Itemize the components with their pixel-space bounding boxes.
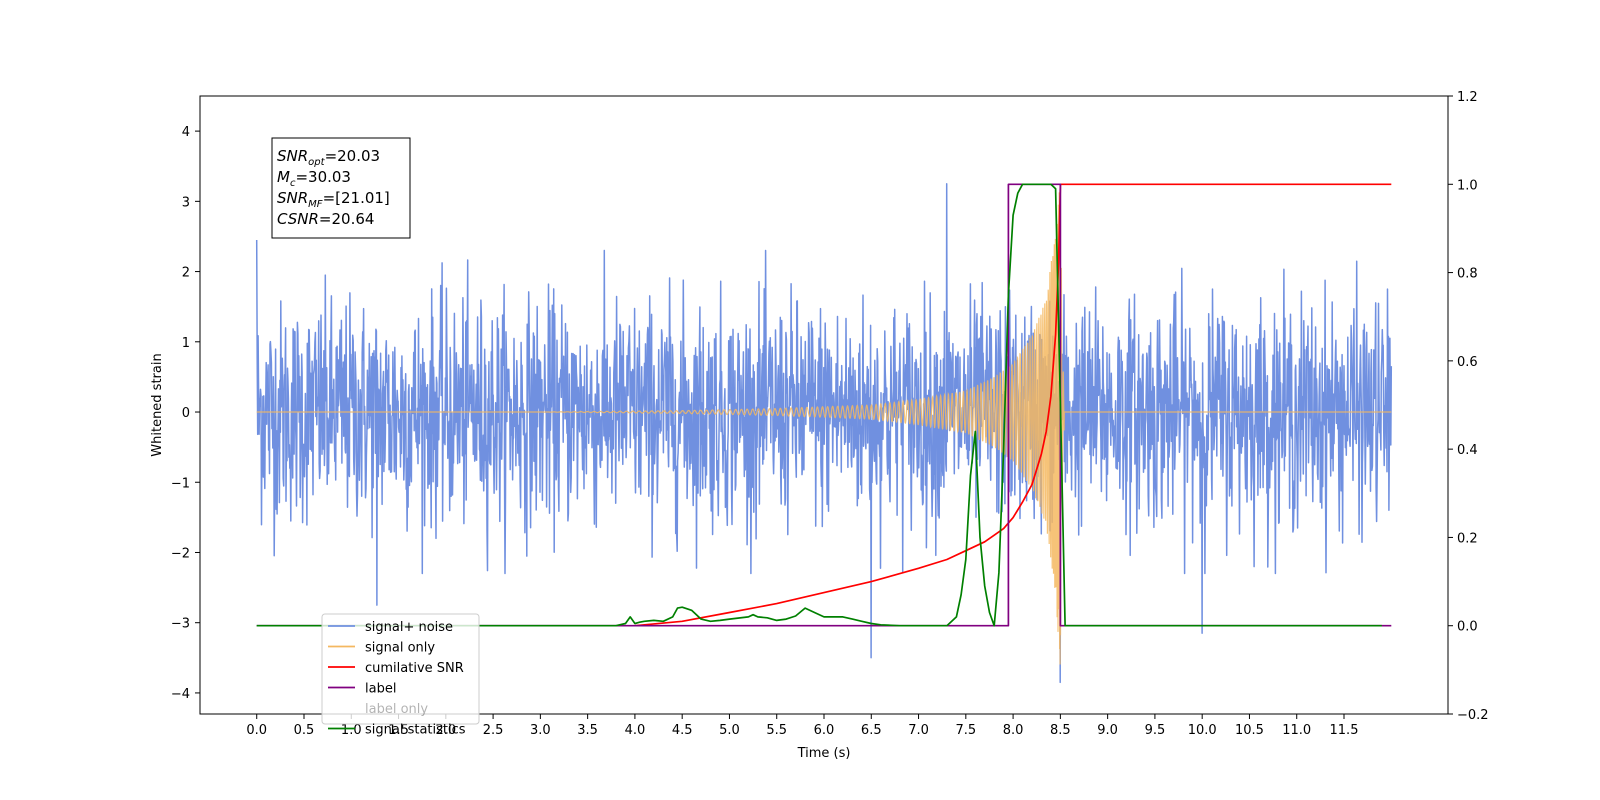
info-box-line: SNRopt=20.03 bbox=[277, 147, 380, 168]
y-right-tick-label: −0.2 bbox=[1457, 708, 1489, 723]
y-right-tick-label: 0.2 bbox=[1457, 531, 1478, 546]
series-cumilative-snr bbox=[634, 183, 1392, 627]
y-tick-label: 0 bbox=[182, 406, 190, 421]
x-tick-label: 7.0 bbox=[908, 723, 929, 738]
legend-label: signal statistics bbox=[365, 723, 466, 738]
x-tick-label: 11.0 bbox=[1282, 723, 1311, 738]
x-tick-label: 11.5 bbox=[1330, 723, 1359, 738]
info-box: SNRopt=20.03Mc=30.03SNRMF=[21.01]CSNR=20… bbox=[271, 137, 411, 239]
series-signal-noise bbox=[255, 183, 1393, 684]
x-tick-label: 0.5 bbox=[294, 723, 315, 738]
y-tick-label: −1 bbox=[171, 476, 190, 491]
y-right-tick-label: 1.2 bbox=[1457, 90, 1478, 105]
x-tick-label: 6.0 bbox=[814, 723, 835, 738]
x-tick-label: 10.0 bbox=[1188, 723, 1217, 738]
y-axis-left-ticks: −4 −3 −2 −1 0 1 2 3 4 bbox=[171, 125, 200, 702]
series-signal-statistics bbox=[256, 183, 1382, 627]
y-axis-label: Whitened strain bbox=[150, 353, 165, 456]
x-tick-label: 0.0 bbox=[246, 723, 267, 738]
x-tick-label: 3.5 bbox=[577, 723, 598, 738]
legend: signal+ noise signal only cumilative SNR la… bbox=[321, 613, 480, 738]
y-right-tick-label: 0.0 bbox=[1457, 620, 1478, 635]
legend-label: label only bbox=[365, 702, 428, 717]
y-tick-label: 2 bbox=[182, 266, 190, 281]
x-tick-label: 2.0 bbox=[435, 723, 456, 738]
series-layer bbox=[255, 183, 1393, 684]
y-right-tick-label: 0.4 bbox=[1457, 443, 1478, 458]
x-tick-label: 4.5 bbox=[672, 723, 693, 738]
legend-label: signal+ noise bbox=[365, 620, 453, 635]
x-tick-label: 10.5 bbox=[1235, 723, 1264, 738]
y-right-tick-label: 0.6 bbox=[1457, 355, 1478, 370]
info-box-frame bbox=[271, 137, 411, 239]
x-tick-label: 8.0 bbox=[1003, 723, 1024, 738]
y-tick-label: −2 bbox=[171, 546, 190, 561]
y-axis-right-ticks: −0.2 0.0 0.2 0.4 0.6 0.8 1.0 1.2 bbox=[1448, 90, 1489, 723]
series-signal-only bbox=[256, 192, 1392, 665]
x-tick-label: 5.5 bbox=[766, 723, 787, 738]
x-tick-label: 3.0 bbox=[530, 723, 551, 738]
info-box-line: Mc=30.03 bbox=[277, 168, 351, 189]
x-tick-label: 9.0 bbox=[1097, 723, 1118, 738]
x-tick-label: 6.5 bbox=[861, 723, 882, 738]
x-tick-label: 2.5 bbox=[483, 723, 504, 738]
y-tick-label: 1 bbox=[182, 336, 190, 351]
y-tick-label: −4 bbox=[171, 687, 190, 702]
legend-label: label bbox=[365, 682, 396, 697]
y-right-tick-label: 0.8 bbox=[1457, 267, 1478, 282]
info-box-line: SNRMF=[21.01] bbox=[277, 189, 390, 210]
y-tick-label: −3 bbox=[171, 617, 190, 632]
x-tick-label: 7.5 bbox=[955, 723, 976, 738]
x-axis-label: Time (s) bbox=[797, 746, 851, 761]
x-axis-ticks: 0.0 0.5 1.0 1.5 2.0 2.5 3.0 3.5 4.0 4.5 5.0 5.5 6.0 6… bbox=[246, 714, 1358, 738]
legend-frame bbox=[321, 613, 480, 725]
info-box-line: CSNR=20.64 bbox=[277, 210, 374, 228]
x-tick-label: 9.5 bbox=[1145, 723, 1166, 738]
x-tick-label: 4.0 bbox=[625, 723, 646, 738]
y-right-tick-label: 1.0 bbox=[1457, 178, 1478, 193]
x-tick-label: 1.5 bbox=[388, 723, 409, 738]
y-tick-label: 3 bbox=[182, 195, 190, 210]
x-tick-label: 5.0 bbox=[719, 723, 740, 738]
legend-label: cumilative SNR bbox=[365, 661, 464, 676]
x-tick-label: 1.0 bbox=[341, 723, 362, 738]
x-tick-label: 8.5 bbox=[1050, 723, 1071, 738]
y-tick-label: 4 bbox=[182, 125, 190, 140]
legend-label: signal only bbox=[365, 641, 435, 656]
